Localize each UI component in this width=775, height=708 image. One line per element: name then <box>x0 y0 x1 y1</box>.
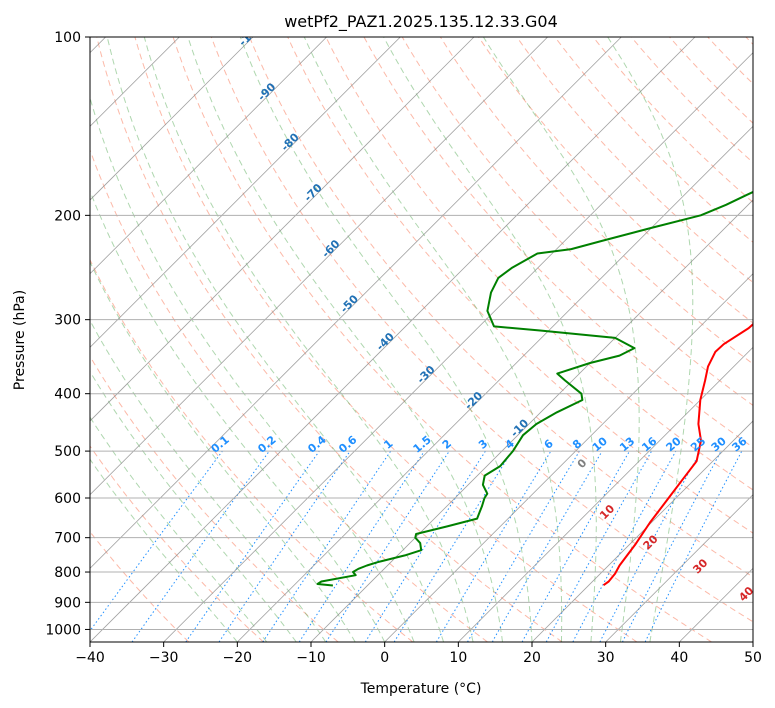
isotherm-line <box>163 52 753 642</box>
x-tick-label: 30 <box>597 650 615 666</box>
isotherm-line <box>90 37 254 201</box>
isotherm-line <box>90 37 696 642</box>
x-tick-label: 0 <box>380 650 389 666</box>
mixing-ratio-line <box>218 450 351 642</box>
moist-adiabat-line <box>482 37 640 642</box>
isotherm-line <box>458 346 753 642</box>
y-tick-label: 100 <box>54 30 81 46</box>
mixing-ratio-line <box>90 450 223 632</box>
dry-adiabat-lines <box>90 37 753 642</box>
mixing-ratio-lines <box>90 450 743 642</box>
moist-adiabat-line <box>607 37 694 642</box>
dewpoint-profile-line <box>316 190 753 587</box>
y-tick-label: 600 <box>54 491 81 507</box>
dry-adiabat-line <box>134 37 638 642</box>
moist-adiabat-line <box>239 37 533 642</box>
y-tick-label: 900 <box>54 595 81 611</box>
y-tick-label: 800 <box>54 565 81 581</box>
mixing-ratio-line <box>298 450 425 642</box>
isotherm-line <box>531 420 753 642</box>
moist-adiabat-line <box>90 189 386 642</box>
mixing-ratio-line <box>262 450 392 642</box>
moist-adiabat-line <box>303 37 563 642</box>
y-tick-label: 700 <box>54 531 81 547</box>
y-tick-label: 500 <box>54 444 81 460</box>
isotherm-line <box>605 494 753 642</box>
plot-frame <box>89 36 754 643</box>
isotherm-line <box>90 37 401 348</box>
dry-adiabat-line <box>172 37 712 642</box>
dry-adiabat-line <box>96 37 563 642</box>
profile-series <box>316 190 753 587</box>
x-tick-label: 10 <box>449 650 467 666</box>
mixing-ratio-line <box>572 450 677 642</box>
moist-adiabat-line <box>90 458 238 642</box>
isotherm-line <box>310 199 753 642</box>
isotherm-lines <box>90 37 753 642</box>
y-tick-label: 1000 <box>45 622 81 638</box>
isotherm-line <box>237 125 753 642</box>
dry-adiabat-line <box>516 37 753 284</box>
isotherm-line <box>90 37 548 496</box>
x-axis-ticks: −40 −30 −20 −10 0 10 20 30 40 50 <box>75 642 762 666</box>
moist-adiabat-line <box>90 260 356 642</box>
dry-adiabat-line <box>90 355 339 642</box>
moist-adiabat-lines <box>90 37 694 642</box>
isotherm-line <box>384 273 753 642</box>
x-tick-label: 50 <box>744 650 762 666</box>
mixing-ratio-line <box>644 450 743 642</box>
x-axis-label: Temperature (°C) <box>360 681 482 697</box>
mixing-ratio-line <box>325 450 450 642</box>
temperature-profile-line <box>602 322 753 587</box>
y-tick-label: 200 <box>54 208 81 224</box>
x-tick-label: −20 <box>223 650 253 666</box>
x-tick-label: −30 <box>149 650 179 666</box>
dry-adiabat-line <box>90 258 414 642</box>
x-tick-label: −10 <box>296 650 326 666</box>
y-axis-ticks: 100 200 300 400 500 600 700 800 900 1000 <box>45 30 90 638</box>
moist-adiabat-line <box>143 37 474 642</box>
dry-adiabat-line <box>287 37 753 534</box>
mixing-ratio-line <box>521 450 630 642</box>
dry-adiabat-line <box>90 445 264 642</box>
mixing-ratio-line <box>185 450 320 642</box>
mixing-ratio-line <box>545 450 653 642</box>
moist-adiabat-line <box>106 37 445 642</box>
isotherm-line <box>90 37 327 275</box>
mixing-ratio-line <box>131 450 270 642</box>
pressure-grid-lines <box>90 37 753 630</box>
moist-adiabat-line <box>383 37 597 642</box>
y-axis-label: Pressure (hPa) <box>12 290 28 390</box>
mixing-ratio-line <box>393 450 513 642</box>
dry-adiabat-line <box>325 37 753 491</box>
y-tick-label: 300 <box>54 313 81 329</box>
dry-adiabat-line <box>210 37 753 623</box>
y-tick-label: 400 <box>54 387 81 403</box>
chart-title: wetPf2_PAZ1.2025.135.12.33.G04 <box>284 12 558 32</box>
moist-adiabat-line <box>90 96 415 642</box>
x-tick-label: −40 <box>75 650 105 666</box>
isotherm-line <box>90 37 622 569</box>
moist-adiabat-line <box>187 37 503 642</box>
dry-adiabat-line <box>249 37 753 578</box>
x-tick-label: 20 <box>523 650 541 666</box>
x-tick-label: 40 <box>670 650 688 666</box>
isotherm-label: -100 <box>236 20 265 49</box>
isotherm-line <box>90 37 475 422</box>
